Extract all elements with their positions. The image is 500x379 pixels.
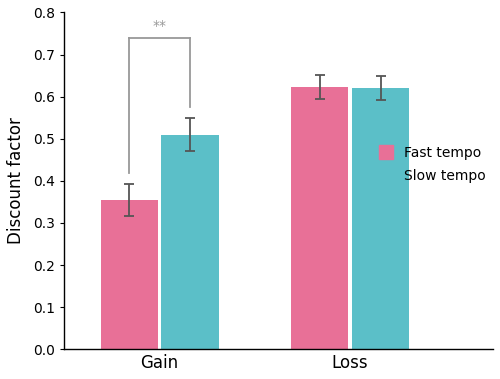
Bar xyxy=(100,200,158,349)
Legend: Fast tempo, Slow tempo: Fast tempo, Slow tempo xyxy=(380,145,486,183)
Y-axis label: Discount factor: Discount factor xyxy=(7,117,25,244)
Text: **: ** xyxy=(152,19,166,33)
Bar xyxy=(162,135,218,349)
Bar xyxy=(291,87,348,349)
Bar xyxy=(352,88,409,349)
